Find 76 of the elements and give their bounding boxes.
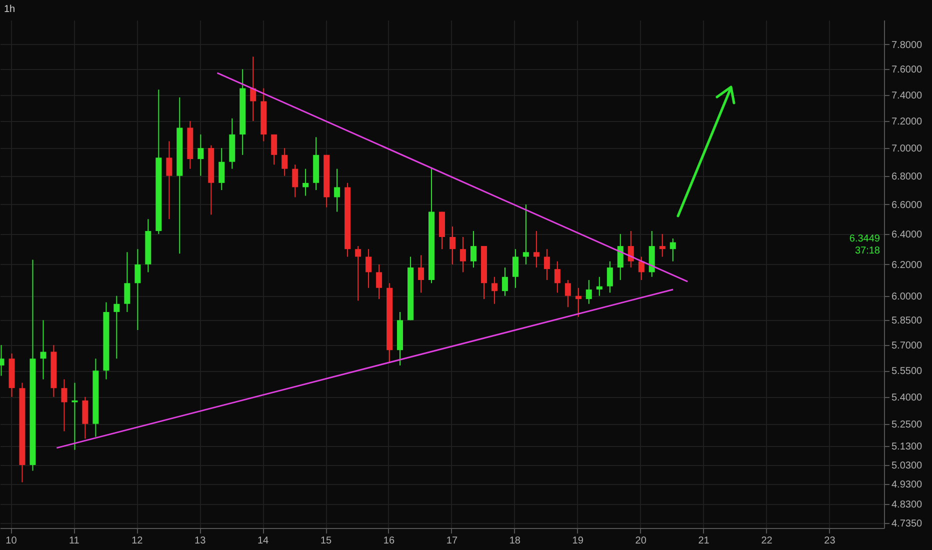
y-tick-label: 5.1300 — [892, 442, 923, 453]
x-tick-label: 21 — [698, 536, 710, 546]
candlestick — [659, 233, 666, 258]
x-tick-label: 19 — [572, 536, 584, 546]
candlestick — [491, 276, 498, 304]
y-tick-label: 4.7350 — [892, 518, 923, 530]
candlestick — [334, 168, 340, 212]
x-tick-label: 13 — [194, 536, 206, 546]
candlestick — [355, 246, 362, 302]
candlestick — [366, 248, 372, 288]
x-tick-label: 16 — [383, 536, 395, 546]
x-tick-label: 18 — [509, 536, 521, 546]
x-tick-label: 22 — [761, 536, 773, 546]
candlestick — [522, 204, 529, 265]
candlestick — [418, 254, 424, 294]
y-tick-label: 7.0000 — [892, 144, 923, 155]
candlestick — [250, 56, 256, 122]
candlestick — [282, 148, 288, 176]
y-tick-label: 5.8500 — [892, 316, 923, 327]
candlestick — [470, 230, 476, 268]
y-tick-label: 5.5500 — [892, 366, 923, 378]
y-tick-label: 5.4000 — [892, 392, 923, 404]
chart-title: 1h — [4, 4, 16, 15]
candlestick — [617, 233, 624, 281]
candlestick — [218, 148, 225, 191]
y-tick-label: 6.6000 — [892, 200, 923, 211]
y-tick-label: 5.7000 — [892, 340, 923, 352]
y-tick-label: 7.4000 — [892, 90, 923, 102]
candlestick — [134, 248, 141, 331]
candlestick — [502, 267, 508, 296]
x-tick-label: 11 — [68, 536, 80, 546]
annotation: 37:18 — [854, 245, 880, 256]
candlestick — [61, 378, 68, 432]
x-tick-label: 10 — [6, 536, 18, 546]
x-tick-label: 12 — [132, 536, 144, 546]
candlestick — [292, 164, 298, 198]
y-tick-label: 5.0300 — [892, 460, 923, 472]
y-tick-label: 7.8000 — [892, 40, 923, 51]
candlestick — [533, 230, 540, 268]
y-tick-label: 4.8300 — [892, 499, 923, 510]
x-tick-label: 15 — [320, 536, 332, 546]
y-tick-label: 7.6000 — [892, 64, 923, 76]
candlestick — [628, 230, 634, 268]
x-tick-label: 23 — [824, 536, 836, 546]
candlestick — [512, 248, 518, 288]
y-tick-label: 6.4000 — [892, 229, 923, 240]
annotation: 6.3449 — [849, 233, 880, 244]
y-tick-label: 6.8000 — [892, 171, 923, 182]
candlestick — [40, 320, 46, 380]
candlestick — [166, 140, 172, 220]
y-tick-label: 6.0000 — [892, 291, 923, 302]
candlestick — [575, 287, 582, 318]
candlestick — [670, 238, 676, 262]
candlestick — [596, 276, 602, 296]
y-tick-label: 6.2000 — [892, 260, 923, 271]
candlestick — [450, 226, 456, 265]
candlestick — [564, 280, 571, 308]
candlestick — [460, 236, 466, 273]
candlestick — [114, 295, 120, 360]
y-tick-label: 5.2500 — [892, 419, 923, 430]
x-tick-label: 14 — [257, 536, 270, 546]
candlestick — [586, 280, 592, 304]
candlestick — [198, 134, 204, 176]
candlestick — [82, 396, 88, 440]
y-tick-label: 7.2000 — [892, 116, 923, 128]
candlestick — [271, 134, 278, 166]
candlestick — [376, 264, 382, 300]
candlestick — [638, 256, 644, 281]
candlestick — [606, 260, 613, 294]
x-tick-label: 17 — [446, 536, 458, 546]
candlestick — [124, 252, 130, 312]
x-tick-label: 20 — [635, 536, 647, 546]
candlestick — [554, 260, 560, 294]
candlestick — [302, 168, 309, 196]
y-tick-label: 4.9300 — [892, 480, 923, 491]
candlestick — [544, 248, 550, 281]
